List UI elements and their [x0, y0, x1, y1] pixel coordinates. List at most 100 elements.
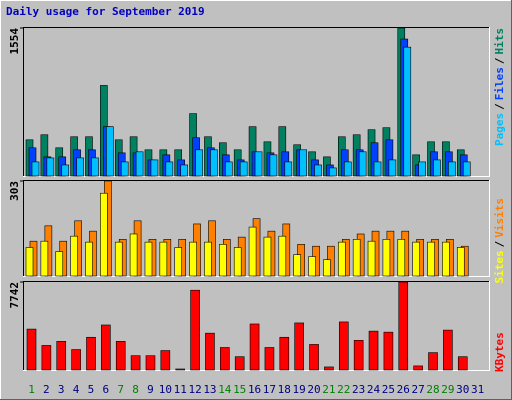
- x-tick-label: 22: [337, 383, 350, 396]
- bar: [373, 161, 382, 177]
- bar: [160, 350, 171, 371]
- x-tick-label: 30: [456, 383, 469, 396]
- bar: [115, 341, 126, 371]
- bar: [55, 251, 64, 277]
- bar: [329, 167, 337, 177]
- x-tick-label: 6: [103, 383, 110, 396]
- legend: Sites / Visits: [493, 198, 506, 284]
- legend-separator: /: [493, 103, 506, 110]
- bar: [85, 241, 93, 277]
- bar: [353, 340, 364, 371]
- bar: [314, 164, 322, 177]
- x-tick-label: 4: [73, 383, 80, 396]
- bar: [442, 241, 450, 277]
- x-tick-label: 14: [218, 383, 232, 396]
- bar: [299, 149, 307, 177]
- x-tick-label: 29: [441, 383, 454, 396]
- bar: [338, 321, 349, 371]
- bar: [91, 157, 99, 177]
- bar: [234, 356, 245, 371]
- x-tick-label: 25: [382, 383, 395, 396]
- x-tick-label: 15: [233, 383, 246, 396]
- legend-entry: Pages: [493, 113, 506, 146]
- bar: [388, 159, 397, 177]
- bar: [144, 241, 153, 277]
- bar: [279, 336, 290, 371]
- bar: [101, 324, 111, 371]
- bar: [309, 344, 319, 371]
- legend-entry: Sites: [493, 250, 506, 283]
- bar: [254, 151, 263, 177]
- bar: [26, 328, 37, 371]
- bar: [219, 244, 227, 277]
- bar: [56, 341, 67, 371]
- bar: [40, 240, 49, 277]
- bar: [195, 149, 203, 177]
- bar: [225, 161, 233, 177]
- bar: [41, 345, 52, 371]
- bar: [204, 241, 212, 277]
- x-tick-label: 23: [352, 383, 365, 396]
- bar: [145, 355, 156, 371]
- bar: [239, 161, 248, 177]
- bar: [205, 332, 215, 371]
- bar: [324, 366, 334, 371]
- x-tick-label: 24: [367, 383, 381, 396]
- x-tick-label: 28: [426, 383, 439, 396]
- x-tick-label: 11: [174, 383, 187, 396]
- x-tick-label: 26: [397, 383, 410, 396]
- bar: [174, 247, 183, 277]
- x-tick-label: 19: [293, 383, 306, 396]
- y-tick-label: 7742: [8, 282, 21, 309]
- bar: [457, 356, 468, 371]
- bar: [418, 161, 426, 177]
- x-tick-label: 8: [132, 383, 139, 396]
- bar: [180, 164, 189, 177]
- legend-entry: KBytes: [493, 332, 506, 372]
- bar: [175, 368, 186, 371]
- bar: [263, 236, 272, 277]
- bar: [129, 233, 138, 277]
- bar: [427, 241, 435, 277]
- bar: [358, 151, 367, 177]
- bar: [433, 159, 441, 177]
- legend: Pages / Files / Hits: [493, 28, 506, 146]
- x-tick-label: 10: [159, 383, 172, 396]
- bar: [382, 239, 391, 277]
- bar: [100, 192, 108, 277]
- bar: [25, 247, 34, 277]
- bar: [462, 161, 471, 177]
- bar: [294, 322, 304, 371]
- x-tick-label: 18: [278, 383, 291, 396]
- bar: [428, 352, 438, 371]
- bar: [189, 241, 197, 277]
- x-tick-label: 17: [263, 383, 276, 396]
- bar: [210, 149, 218, 177]
- bar: [284, 161, 293, 177]
- x-tick-label: 3: [58, 383, 65, 396]
- bar: [323, 259, 331, 277]
- bar: [159, 241, 168, 277]
- bar: [31, 161, 40, 177]
- legend-entry: Hits: [493, 28, 506, 55]
- bar: [114, 241, 123, 277]
- bar: [352, 239, 361, 277]
- x-tick-label: 2: [43, 383, 50, 396]
- legend-entry: Files: [493, 67, 506, 100]
- x-tick-label: 21: [322, 383, 335, 396]
- bar: [76, 157, 84, 177]
- x-tick-label: 1: [28, 383, 35, 396]
- bar: [71, 349, 81, 371]
- bar: [456, 247, 465, 277]
- bar: [106, 126, 114, 177]
- x-tick-label: 20: [307, 383, 320, 396]
- x-tick-label: 12: [188, 383, 201, 396]
- bar: [308, 256, 316, 277]
- bar: [367, 240, 376, 277]
- bar: [397, 239, 406, 277]
- bar: [135, 151, 144, 177]
- bar: [343, 161, 352, 177]
- bar: [448, 161, 456, 177]
